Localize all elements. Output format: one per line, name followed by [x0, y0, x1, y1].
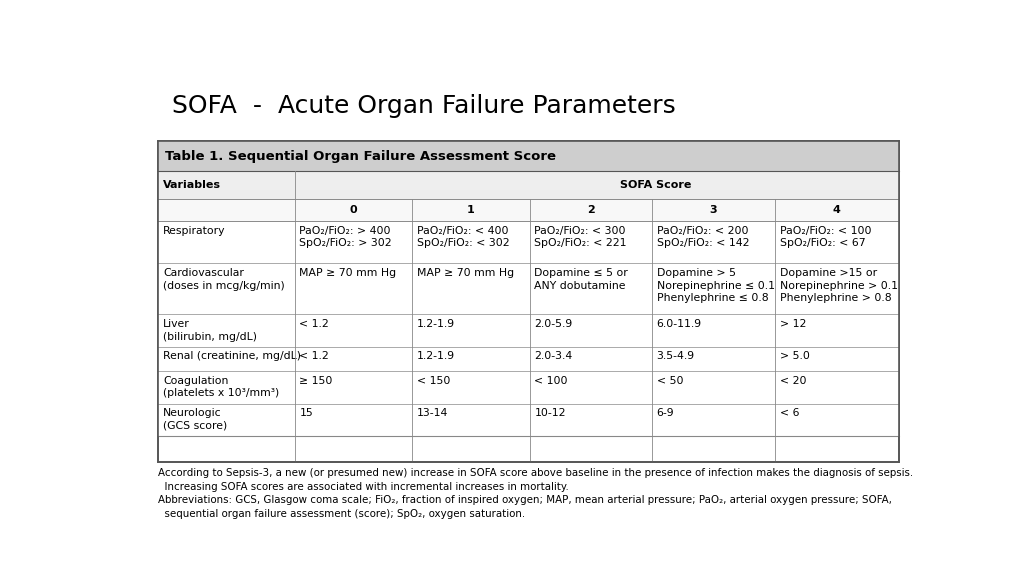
Bar	[158, 371, 899, 404]
Text: Neurologic
(GCS score): Neurologic (GCS score)	[163, 408, 227, 431]
Text: 2.0-3.4: 2.0-3.4	[535, 351, 572, 361]
Text: SOFA  -  Acute Organ Failure Parameters: SOFA - Acute Organ Failure Parameters	[172, 93, 676, 118]
Text: < 20: < 20	[779, 376, 806, 385]
Text: 0: 0	[349, 205, 357, 215]
Bar	[158, 221, 899, 263]
Text: > 12: > 12	[779, 319, 806, 329]
Text: 4: 4	[833, 205, 841, 215]
Text: Respiratory: Respiratory	[163, 226, 225, 236]
Text: 2.0-5.9: 2.0-5.9	[535, 319, 572, 329]
Text: 15: 15	[299, 408, 313, 418]
Text: < 150: < 150	[417, 376, 451, 385]
Bar	[158, 199, 899, 221]
Text: ≥ 150: ≥ 150	[299, 376, 333, 385]
Text: Renal (creatinine, mg/dL): Renal (creatinine, mg/dL)	[163, 351, 301, 361]
Text: PaO₂/FiO₂: < 300
SpO₂/FiO₂: < 221: PaO₂/FiO₂: < 300 SpO₂/FiO₂: < 221	[535, 226, 627, 248]
Bar	[158, 404, 899, 436]
Text: 1: 1	[467, 205, 475, 215]
Bar	[158, 141, 899, 461]
Text: 13-14: 13-14	[417, 408, 449, 418]
Text: < 1.2: < 1.2	[299, 319, 329, 329]
Text: PaO₂/FiO₂: < 200
SpO₂/FiO₂: < 142: PaO₂/FiO₂: < 200 SpO₂/FiO₂: < 142	[656, 226, 749, 248]
Text: 1.2-1.9: 1.2-1.9	[417, 319, 455, 329]
Text: Coagulation
(platelets x 10³/mm³): Coagulation (platelets x 10³/mm³)	[163, 376, 280, 399]
Text: PaO₂/FiO₂: > 400
SpO₂/FiO₂: > 302: PaO₂/FiO₂: > 400 SpO₂/FiO₂: > 302	[299, 226, 392, 248]
Text: PaO₂/FiO₂: < 400
SpO₂/FiO₂: < 302: PaO₂/FiO₂: < 400 SpO₂/FiO₂: < 302	[417, 226, 510, 248]
Text: MAP ≥ 70 mm Hg: MAP ≥ 70 mm Hg	[299, 268, 396, 278]
Text: 2: 2	[587, 205, 595, 215]
Text: 10-12: 10-12	[535, 408, 566, 418]
Text: 6.0-11.9: 6.0-11.9	[656, 319, 701, 329]
Text: 1.2-1.9: 1.2-1.9	[417, 351, 455, 361]
Text: < 1.2: < 1.2	[299, 351, 329, 361]
Bar	[158, 314, 899, 347]
Bar	[158, 171, 899, 199]
Text: 6-9: 6-9	[656, 408, 674, 418]
Bar	[158, 347, 899, 371]
Text: 3.5-4.9: 3.5-4.9	[656, 351, 694, 361]
Text: Dopamine ≤ 5 or
ANY dobutamine: Dopamine ≤ 5 or ANY dobutamine	[535, 268, 628, 291]
Text: < 6: < 6	[779, 408, 799, 418]
Text: Liver
(bilirubin, mg/dL): Liver (bilirubin, mg/dL)	[163, 319, 257, 342]
Text: PaO₂/FiO₂: < 100
SpO₂/FiO₂: < 67: PaO₂/FiO₂: < 100 SpO₂/FiO₂: < 67	[779, 226, 871, 248]
Text: < 100: < 100	[535, 376, 568, 385]
Text: > 5.0: > 5.0	[779, 351, 809, 361]
Text: Abbreviations: GCS, Glasgow coma scale; FiO₂, fraction of inspired oxygen; MAP, : Abbreviations: GCS, Glasgow coma scale; …	[158, 495, 892, 519]
Bar	[158, 141, 899, 171]
Text: Cardiovascular
(doses in mcg/kg/min): Cardiovascular (doses in mcg/kg/min)	[163, 268, 285, 291]
Text: Table 1. Sequential Organ Failure Assessment Score: Table 1. Sequential Organ Failure Assess…	[165, 150, 555, 162]
Bar	[158, 263, 899, 314]
Text: SOFA Score: SOFA Score	[621, 180, 691, 190]
Text: Variables: Variables	[163, 180, 221, 190]
Text: According to Sepsis-3, a new (or presumed new) increase in SOFA score above base: According to Sepsis-3, a new (or presume…	[158, 468, 913, 492]
Text: Dopamine > 5
Norepinephrine ≤ 0.1
Phenylephrine ≤ 0.8: Dopamine > 5 Norepinephrine ≤ 0.1 Phenyl…	[656, 268, 774, 304]
Text: Dopamine >15 or
Norepinephrine > 0.1
Phenylephrine > 0.8: Dopamine >15 or Norepinephrine > 0.1 Phe…	[779, 268, 898, 304]
Text: 3: 3	[710, 205, 717, 215]
Text: < 50: < 50	[656, 376, 683, 385]
Text: MAP ≥ 70 mm Hg: MAP ≥ 70 mm Hg	[417, 268, 514, 278]
